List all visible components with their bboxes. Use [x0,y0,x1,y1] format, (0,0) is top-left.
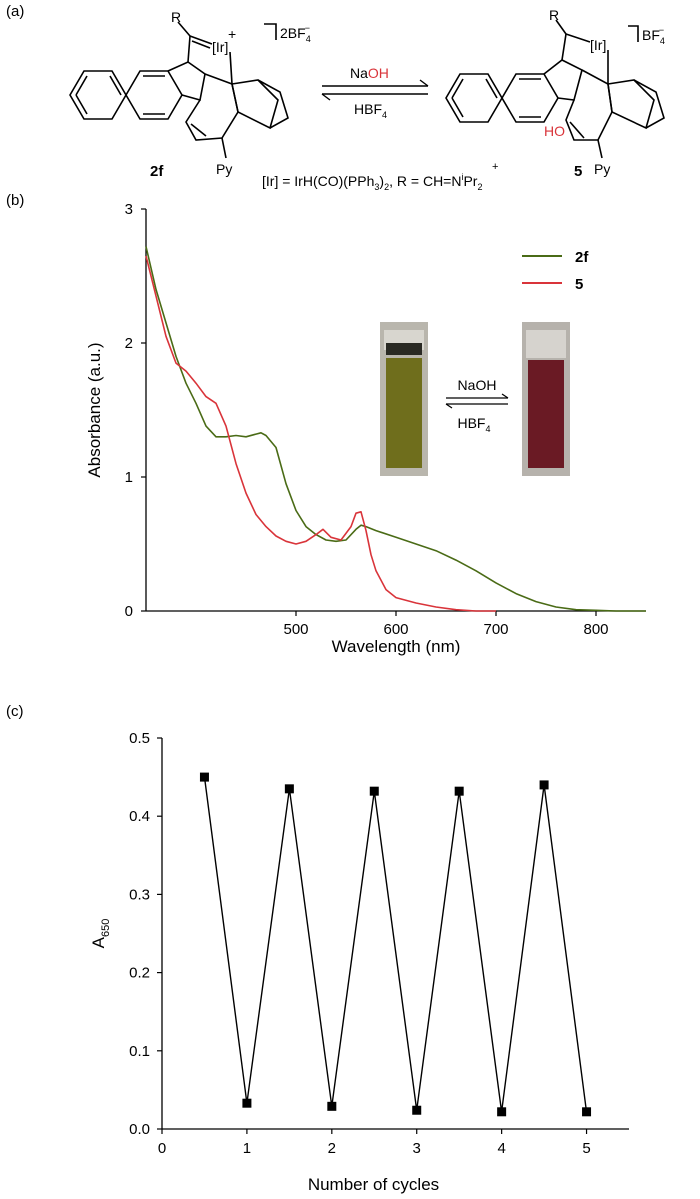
panel-c-x-tick-label: 1 [243,1140,251,1157]
panel-b-y-tick-label: 1 [125,469,133,486]
panel-c-x-tick-label: 3 [413,1140,421,1157]
metal-label-left: [Ir] [212,39,228,55]
panel-a-label: (a) [6,3,24,20]
series-line-a650 [203,777,588,1112]
cuvette-inset: NaOH HBF4 [380,322,570,476]
data-point-a650 [242,1098,252,1108]
panel-c-y-tick-label: 0.0 [129,1121,150,1138]
panel-c-y-tick-label: 0.1 [129,1043,150,1060]
compound-5-label: 5 [574,163,582,180]
panel-b-x-tick-label: 600 [383,621,408,638]
r-label-right: R [549,7,559,23]
panel-a: (a) R [Ir] [6,3,665,192]
r-label-left: R [171,9,181,25]
panel-c-x-tick-label: 4 [497,1140,505,1157]
panel-c-y-axis-label: A650 [89,919,112,949]
panel-c-y-tick-label: 0.4 [129,808,150,825]
charge-right: BF4− [642,25,665,46]
panel-c-axes: 0 1 2 3 4 5 0.0 0.1 0.2 0.3 0.4 0.5 [129,730,629,1157]
panel-b-y-tick-label: 2 [125,335,133,352]
py-label-right: Py [594,161,610,177]
panel-b-y-axis-label: Absorbance (a.u.) [85,342,104,477]
data-point-a650 [412,1105,422,1115]
panel-b: (b) 500 600 700 800 0 1 2 3 Wavelength (nm) Abs… [6,192,646,656]
panel-b-axes: 500 600 700 800 0 1 2 3 [125,201,646,638]
panel-c-x-tick-label: 2 [328,1140,336,1157]
charge-left: 2BF4− [280,23,311,44]
inset-reverse-reagent: HBF4 [457,415,490,434]
panel-b-y-tick-label: 0 [125,603,133,620]
data-point-a650 [582,1107,592,1117]
panel-c-x-tick-label: 5 [582,1140,590,1157]
panel-b-x-axis-label: Wavelength (nm) [332,637,461,656]
legend: 2f 5 [522,249,589,293]
panel-c-y-tick-label: 0.3 [129,886,150,903]
panel-c: (c) 0 1 2 3 4 5 0.0 0.1 0.2 0.3 0.4 0.5 Number of c… [6,703,629,1194]
reverse-reagent: HBF4 [354,101,387,120]
ho-label: HO [544,123,565,139]
cuvette-5-photo [522,322,570,476]
panel-c-label: (c) [6,703,24,720]
panel-b-y-tick-label: 3 [125,201,133,218]
inset-forward-reagent: NaOH [458,377,497,393]
structure-5 [445,19,665,159]
equilibrium-arrows [321,79,429,101]
data-point-a650 [539,780,549,790]
legend-label-2f: 2f [575,249,589,266]
data-point-a650 [199,772,209,782]
cuvette-2f-photo [380,322,428,476]
series-line-5 [145,255,496,612]
py-label-left: Py [216,161,232,177]
panel-b-plot-area [145,246,646,612]
structure-2f [69,21,289,159]
compound-2f-label: 2f [150,163,164,180]
panel-b-x-tick-label: 800 [583,621,608,638]
panel-c-x-axis-label: Number of cycles [308,1175,439,1194]
data-point-a650 [369,786,379,796]
series-line-2f [145,246,646,612]
legend-label-5: 5 [575,276,583,293]
panel-b-x-tick-label: 700 [483,621,508,638]
panel-c-y-tick-label: 0.2 [129,965,150,982]
panel-b-x-tick-label: 500 [283,621,308,638]
panel-c-x-tick-label: 0 [158,1140,166,1157]
data-point-a650 [497,1107,507,1117]
ir-definition: [Ir] = IrH(CO)(PPh3)2, R = CH=NiPr2 [262,172,482,192]
panel-c-y-tick-label: 0.5 [129,730,150,747]
panel-c-plot-area [199,772,592,1117]
ir-definition-plus: + [492,161,498,173]
forward-reagent: NaOH [350,65,389,81]
plus-label-left: + [228,26,236,42]
metal-label-right: [Ir] [590,37,606,53]
data-point-a650 [284,784,294,794]
panel-b-label: (b) [6,192,24,209]
inset-equilibrium-arrows [445,393,509,409]
data-point-a650 [327,1101,337,1111]
data-point-a650 [454,786,464,796]
